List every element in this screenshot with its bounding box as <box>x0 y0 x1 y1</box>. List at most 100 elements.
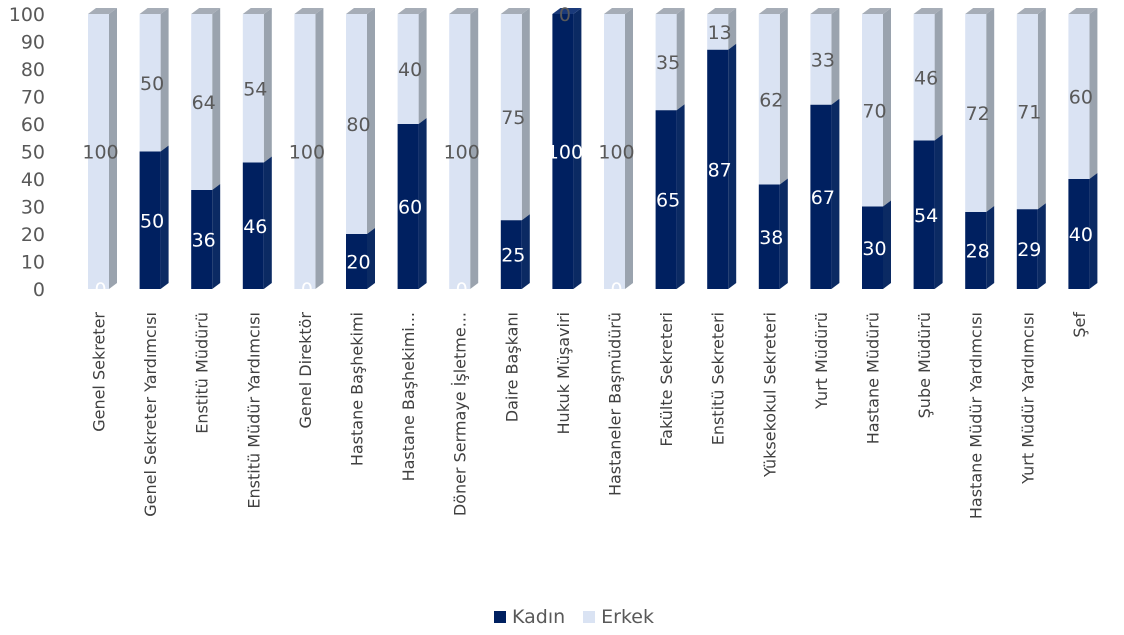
data-label-erkek: 0 <box>559 4 571 26</box>
bar-side-kadin <box>986 206 995 289</box>
data-label-kadin: 36 <box>192 230 216 252</box>
data-label-erkek: 72 <box>966 103 990 125</box>
data-labels: 0 100 50 50 36 64 46 54 0 100 20 80 60 40 0 100 25 75 100 0… <box>82 4 1093 301</box>
data-label-kadin: 0 <box>301 279 313 301</box>
bar-erkek <box>88 14 109 289</box>
bar-erkek <box>346 14 367 234</box>
y-tick-label: 20 <box>21 224 45 246</box>
data-label-kadin: 100 <box>547 142 583 164</box>
data-label-erkek: 64 <box>192 92 216 114</box>
bar-side-erkek <box>418 8 427 124</box>
category-label: Hastaneler Başmüdürü <box>606 312 625 496</box>
bar-side-kadin <box>418 118 427 289</box>
data-label-erkek: 80 <box>346 114 370 136</box>
category-labels: Genel Sekreter Genel Sekreter Yardımcısı E… <box>90 312 1089 520</box>
bar-top <box>758 8 788 14</box>
data-label-erkek: 33 <box>811 49 835 71</box>
category-label: Şef <box>1070 312 1089 338</box>
bar-top <box>862 8 891 14</box>
bar-side-kadin <box>728 43 737 289</box>
data-label-kadin: 0 <box>610 279 622 301</box>
y-tick-label: 100 <box>9 4 45 26</box>
bar-top <box>294 8 324 14</box>
data-label-kadin: 54 <box>914 205 938 227</box>
bar-erkek <box>139 14 161 152</box>
bar-kadin <box>397 124 419 289</box>
y-tick-label: 30 <box>21 197 45 219</box>
bar-kadin <box>552 14 574 289</box>
bar-kadin <box>862 206 883 289</box>
category-label: Hastane Başhekimi... <box>399 312 418 481</box>
legend-item-kadin: Kadın <box>494 606 565 628</box>
bar-erkek <box>449 14 471 289</box>
bar-side-erkek <box>986 8 995 212</box>
bar-side-erkek <box>263 8 272 163</box>
legend-swatch-kadin <box>494 611 506 623</box>
bar-side-kadin <box>934 134 943 289</box>
bar-erkek <box>191 14 213 190</box>
category-label: Enstitü Müdürü <box>193 312 212 434</box>
bars <box>88 8 1098 289</box>
bar-side-kadin <box>883 200 891 289</box>
category-label: Fakülte Sekreteri <box>657 312 676 447</box>
bar-erkek <box>500 14 522 221</box>
data-label-erkek: 62 <box>759 89 783 111</box>
bar-side-erkek <box>676 8 685 111</box>
data-label-erkek: 46 <box>914 67 938 89</box>
bar-kadin <box>139 151 161 289</box>
bar-kadin <box>191 190 213 289</box>
bar-top <box>449 8 479 14</box>
y-axis-ticks: 0 10 20 30 40 50 60 70 80 90 100 <box>9 4 45 301</box>
bar-kadin <box>1016 209 1038 289</box>
data-label-erkek: 60 <box>1069 87 1093 109</box>
bar-erkek <box>913 14 935 141</box>
data-label-erkek: 35 <box>656 52 680 74</box>
bar-side-erkek <box>779 8 788 185</box>
y-tick-label: 40 <box>21 169 45 191</box>
data-label-kadin: 38 <box>759 227 783 249</box>
bar-side-kadin <box>831 98 840 289</box>
bar-side-erkek <box>1089 8 1098 179</box>
bar-top <box>1068 8 1098 14</box>
data-label-kadin: 25 <box>501 245 525 267</box>
bar-top <box>604 8 633 14</box>
bar-kadin <box>707 49 729 289</box>
legend-swatch-erkek <box>583 611 596 623</box>
legend-label-erkek: Erkek <box>601 606 654 628</box>
bar-erkek <box>862 14 883 207</box>
y-tick-label: 70 <box>21 87 45 109</box>
bar-side-erkek <box>728 8 737 50</box>
data-label-kadin: 46 <box>243 216 267 238</box>
bar-kadin <box>655 110 677 289</box>
category-label: Döner Sermaye İşletme... <box>451 312 470 516</box>
bar-erkek <box>1016 14 1038 210</box>
bar-side-kadin <box>573 8 582 289</box>
data-label-erkek: 71 <box>1017 102 1041 124</box>
bar-kadin <box>346 234 367 289</box>
bar-erkek <box>810 14 832 105</box>
bar-erkek <box>655 14 677 111</box>
bar-kadin <box>758 184 780 289</box>
bar-top <box>707 8 737 14</box>
bar-side-kadin <box>1089 173 1098 289</box>
bar-side-erkek <box>521 8 530 221</box>
bar-side-erkek <box>109 8 117 289</box>
data-label-erkek: 70 <box>862 100 886 122</box>
bar-side-kadin <box>367 228 375 289</box>
data-label-kadin: 30 <box>862 238 886 260</box>
data-label-erkek: 100 <box>598 142 634 164</box>
bar-side-erkek <box>160 8 169 152</box>
category-label: Hastane Başhekimi <box>348 312 367 466</box>
category-label: Yurt Müdürü <box>812 312 831 410</box>
category-label: Genel Sekreter Yardımcısı <box>141 312 160 517</box>
category-label: Hastane Müdürü <box>864 312 883 444</box>
bar-side-erkek <box>934 8 943 141</box>
bar-erkek <box>397 14 419 124</box>
data-label-kadin: 0 <box>94 279 106 301</box>
bar-erkek <box>1068 14 1090 179</box>
data-label-kadin: 65 <box>656 190 680 212</box>
bar-kadin <box>913 140 935 289</box>
category-label: Yurt Müdür Yardımcısı <box>1018 312 1037 485</box>
data-label-erkek: 13 <box>708 22 732 44</box>
